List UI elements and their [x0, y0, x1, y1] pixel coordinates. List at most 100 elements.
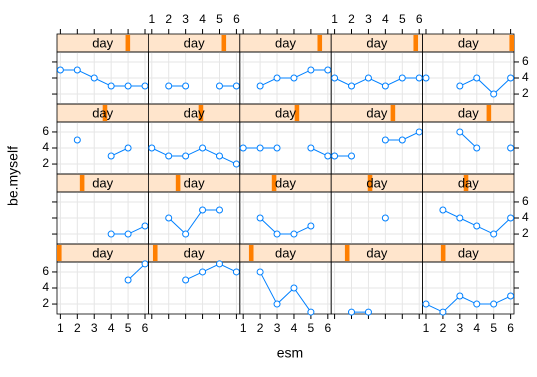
- point: [381, 214, 389, 222]
- x-tick-label: 4: [291, 321, 298, 335]
- point: [199, 268, 207, 276]
- x-tick-label: 5: [216, 12, 223, 26]
- strip-label: day: [366, 105, 387, 120]
- strip-level-bar: [248, 245, 254, 261]
- series-line: [151, 147, 237, 165]
- y-tick-label: 6: [42, 124, 49, 138]
- strip-level-bar: [175, 175, 181, 191]
- point: [422, 300, 430, 308]
- strip-label: day: [184, 175, 205, 190]
- x-tick-label: 4: [199, 12, 206, 26]
- x-tick-label: 2: [165, 12, 172, 26]
- strip-label: day: [458, 175, 479, 190]
- point: [415, 74, 423, 82]
- y-tick-label: 2: [522, 226, 529, 240]
- x-tick-label: 5: [399, 12, 406, 26]
- point: [290, 74, 298, 82]
- point: [239, 144, 247, 152]
- point: [73, 66, 81, 74]
- point: [182, 230, 190, 238]
- point: [456, 128, 464, 136]
- strip-level-bar: [271, 175, 277, 191]
- strip-label: day: [458, 35, 479, 50]
- point: [398, 74, 406, 82]
- y-tick-label: 6: [522, 194, 529, 208]
- point: [364, 74, 372, 82]
- point: [507, 74, 515, 82]
- point: [273, 230, 281, 238]
- x-tick-label: 5: [125, 321, 132, 335]
- point: [165, 82, 173, 90]
- x-tick-label: 5: [308, 321, 315, 335]
- point: [232, 82, 240, 90]
- strip-label: day: [458, 105, 479, 120]
- point: [290, 230, 298, 238]
- point: [73, 136, 81, 144]
- point: [456, 292, 464, 300]
- point: [124, 276, 132, 284]
- y-tick-label: 4: [42, 140, 49, 154]
- strip-label: day: [458, 245, 479, 260]
- point: [232, 268, 240, 276]
- point: [398, 136, 406, 144]
- x-tick-label: 1: [423, 321, 430, 335]
- strip-level-bar: [440, 245, 446, 261]
- point: [324, 66, 332, 74]
- strip-label: day: [184, 105, 205, 120]
- point: [307, 308, 315, 316]
- x-tick-label: 6: [416, 12, 423, 26]
- point: [456, 82, 464, 90]
- point: [348, 82, 356, 90]
- point: [331, 74, 339, 82]
- point: [124, 144, 132, 152]
- series-line: [243, 147, 329, 157]
- x-tick-label: 1: [240, 321, 247, 335]
- y-tick-label: 4: [522, 210, 529, 224]
- x-tick-label: 2: [348, 12, 355, 26]
- strip-level-bar: [125, 35, 131, 51]
- point: [490, 230, 498, 238]
- point: [199, 206, 207, 214]
- strip-level-bar: [317, 35, 323, 51]
- point: [182, 152, 190, 160]
- point: [141, 222, 149, 230]
- point: [331, 152, 339, 160]
- point: [273, 144, 281, 152]
- x-tick-label: 4: [473, 321, 480, 335]
- point: [141, 82, 149, 90]
- x-tick-label: 2: [440, 321, 447, 335]
- x-tick-label: 6: [507, 321, 514, 335]
- strip-label: day: [184, 35, 205, 50]
- x-tick-label: 2: [74, 321, 81, 335]
- point: [422, 74, 430, 82]
- point: [107, 82, 115, 90]
- strip-label: day: [366, 35, 387, 50]
- point: [456, 214, 464, 222]
- point: [473, 300, 481, 308]
- point: [439, 308, 447, 316]
- point: [273, 74, 281, 82]
- point: [348, 308, 356, 316]
- point: [215, 152, 223, 160]
- strip-label: day: [275, 175, 296, 190]
- strip-level-bar: [102, 105, 108, 121]
- y-tick-label: 2: [42, 296, 49, 310]
- point: [256, 82, 264, 90]
- point: [307, 144, 315, 152]
- point: [165, 152, 173, 160]
- x-tick-label: 3: [365, 12, 372, 26]
- strip-level-bar: [463, 175, 469, 191]
- series-line: [168, 209, 220, 235]
- strip-label: day: [92, 35, 113, 50]
- point: [507, 292, 515, 300]
- x-tick-label: 3: [182, 12, 189, 26]
- point: [107, 152, 115, 160]
- strip-label: day: [92, 175, 113, 190]
- point: [364, 308, 372, 316]
- point: [256, 144, 264, 152]
- series-line: [259, 271, 312, 313]
- strip-level-bar: [390, 105, 396, 121]
- point: [273, 300, 281, 308]
- y-tick-label: 4: [42, 280, 49, 294]
